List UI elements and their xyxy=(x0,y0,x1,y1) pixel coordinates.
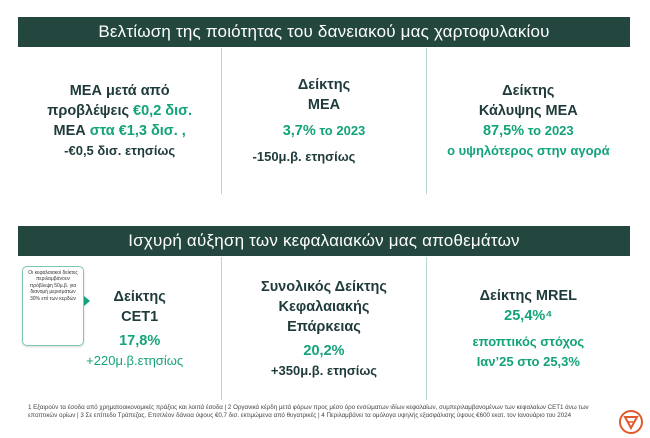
card-value-suffix: το 2023 xyxy=(315,123,366,138)
card-text: ΜΕΑ xyxy=(53,123,90,139)
card-value: 17,8% xyxy=(119,332,161,349)
section1-cards: ΜΕΑ μετά από προβλέψεις €0,2 δισ. ΜΕΑ στ… xyxy=(18,48,630,194)
card-value: στα €1,3 δισ. , xyxy=(89,123,186,139)
card-line: 87,5% το 2023 xyxy=(483,121,574,141)
capital-ratios-callout: Οι κεφαλαιακοί δείκτες περιλαμβάνουν πρό… xyxy=(22,266,84,346)
card-value: 25,4%⁴ xyxy=(504,307,553,324)
card-line: εποπτικός στόχος xyxy=(472,333,585,349)
card-line: ΜΕΑ xyxy=(307,97,341,113)
callout-arrow-icon xyxy=(84,296,90,306)
card-line: προβλέψεις €0,2 δισ. xyxy=(47,101,192,121)
card-mrel: Δείκτης MREL 25,4%⁴ εποπτικός στόχος Ιαν… xyxy=(426,257,630,400)
brand-logo-glyph-icon xyxy=(623,416,639,430)
card-line: -150μ.β. ετησίως xyxy=(252,149,356,164)
card-value: 20,2% xyxy=(303,342,345,359)
card-npe-after-provisions: ΜΕΑ μετά από προβλέψεις €0,2 δισ. ΜΕΑ στ… xyxy=(18,48,223,194)
card-line: 3,7% το 2023 xyxy=(283,121,366,141)
section2-title: Ισχυρή αύξηση των κεφαλαιακών μας αποθεμ… xyxy=(18,226,630,256)
card-text: προβλέψεις xyxy=(47,103,134,119)
section2-cards: Δείκτης CET1 17,8% +220μ.β.ετησίως Συνολ… xyxy=(18,257,630,400)
card-line: Δείκτης xyxy=(502,83,555,99)
card-line: Δείκτης xyxy=(297,77,351,93)
card-line: Επάρκειας xyxy=(287,318,361,335)
card-npe-ratio: Δείκτης ΜΕΑ 3,7% το 2023 -150μ.β. ετησίω… xyxy=(222,48,427,194)
card-line: ΜΕΑ μετά από xyxy=(69,83,170,99)
card-line: +350μ.β. ετησίως xyxy=(270,362,378,378)
card-line: Δείκτης xyxy=(113,288,166,305)
card-line: Συνολικός Δείκτης xyxy=(261,278,387,295)
card-line: ο υψηλότερος στην αγορά xyxy=(447,143,610,158)
card-line: +220μ.β.ετησίως xyxy=(86,352,184,368)
card-value: €0,2 δισ. xyxy=(133,103,193,119)
card-line: Ιαν’25 στο 25,3% xyxy=(476,353,580,369)
card-value: 87,5% xyxy=(482,123,525,139)
footnotes: 1 Εξαιρούν τα έσοδα από χρηματοοικονομικ… xyxy=(28,404,589,419)
card-npe-coverage: Δείκτης Κάλυψης ΜΕΑ 87,5% το 2023 ο υψηλ… xyxy=(426,48,630,194)
brand-logo-icon xyxy=(619,410,643,434)
card-total-capital-ratio: Συνολικός Δείκτης Κεφαλαιακής Επάρκειας … xyxy=(222,257,427,400)
section1-title: Βελτίωση της ποιότητας του δανειακού μας… xyxy=(18,17,630,47)
card-value: 3,7% xyxy=(282,123,316,139)
card-line: -€0,5 δισ. ετησίως xyxy=(64,143,176,158)
card-value-suffix: το 2023 xyxy=(524,123,574,138)
card-line: Κεφαλαιακής xyxy=(278,298,370,315)
card-line: ΜΕΑ στα €1,3 δισ. , xyxy=(54,121,186,141)
card-line: CET1 xyxy=(121,308,159,325)
card-line: Κάλυψης ΜΕΑ xyxy=(478,103,578,119)
card-line: Δείκτης MREL xyxy=(479,287,578,304)
